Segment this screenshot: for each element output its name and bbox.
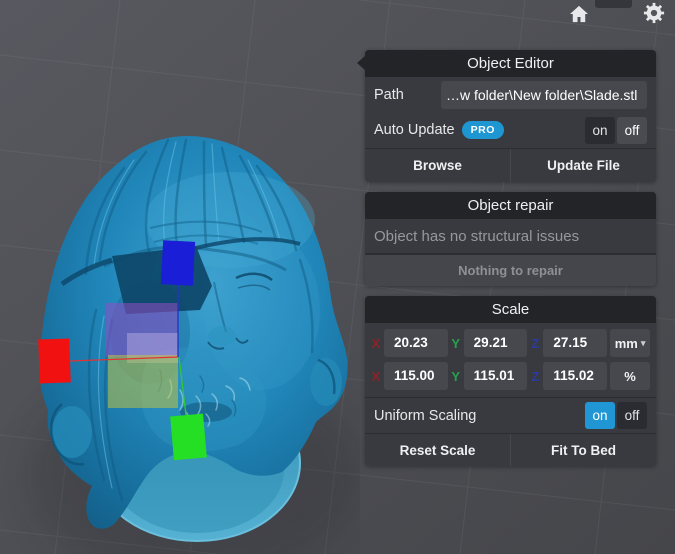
scale-y-mm-input[interactable]: 29.21 (463, 329, 528, 357)
scale-x-mm-input[interactable]: 20.23 (384, 329, 448, 357)
repair-divider (365, 253, 656, 255)
axis-y-label: Y (451, 368, 460, 384)
path-input[interactable]: …w folder\New folder\Slade.stl (441, 80, 647, 109)
pro-badge: PRO (461, 121, 504, 139)
scale-y-percent-input[interactable]: 115.01 (463, 362, 528, 390)
scale-z-percent-input[interactable]: 115.02 (543, 362, 608, 390)
settings-button[interactable] (640, 1, 668, 25)
axis-line-y (178, 356, 187, 416)
scale-x-percent-input[interactable]: 115.00 (384, 362, 448, 390)
uniform-on-button[interactable]: on (585, 402, 615, 429)
axis-y-label: Y (451, 335, 460, 351)
scale-handle-x-axis[interactable] (38, 338, 71, 384)
nothing-to-repair-button[interactable]: Nothing to repair (365, 255, 656, 286)
home-view-button[interactable] (565, 2, 593, 26)
scale-panel: Scale X 20.23 Y 29.21 Z 27.15 mm ▾ X 115… (365, 296, 656, 466)
unit-percent-button[interactable]: % (610, 362, 651, 390)
auto-update-on-button[interactable]: on (585, 116, 615, 144)
scale-handle-y-axis[interactable] (170, 413, 207, 461)
update-file-button[interactable]: Update File (510, 149, 656, 182)
axis-line-x (69, 356, 179, 362)
axis-z-label: Z (531, 335, 540, 351)
scale-plane-handle-upper[interactable] (106, 303, 178, 357)
browse-button[interactable]: Browse (413, 158, 462, 173)
top-panel-notch (595, 0, 632, 8)
object-repair-header[interactable]: Object repair (365, 192, 656, 219)
scale-header[interactable]: Scale (365, 296, 656, 323)
reset-scale-button[interactable]: Reset Scale (399, 442, 476, 458)
repair-status-text: Object has no structural issues (374, 227, 580, 245)
model-slade-head[interactable] (39, 136, 348, 529)
collapse-panel-arrow-icon[interactable] (357, 56, 365, 70)
axis-z-label: Z (531, 368, 540, 384)
object-repair-title: Object repair (467, 197, 554, 214)
object-editor-header[interactable]: Object Editor (357, 50, 656, 77)
unit-mm-dropdown[interactable]: mm ▾ (610, 329, 651, 357)
unit-percent-label: % (624, 368, 636, 384)
scale-z-mm-input[interactable]: 27.15 (543, 329, 608, 357)
uniform-scaling-label: Uniform Scaling (374, 407, 477, 424)
auto-update-label: Auto Update (374, 122, 455, 138)
path-label: Path (374, 86, 404, 103)
axis-x-label: X (371, 335, 381, 351)
fit-to-bed-button[interactable]: Fit To Bed (510, 434, 656, 466)
scale-plane-handle-lower[interactable] (108, 355, 178, 408)
chevron-down-icon: ▾ (640, 337, 646, 348)
auto-update-off-button[interactable]: off (617, 116, 647, 144)
object-repair-panel: Object repair Object has no structural i… (365, 192, 656, 286)
object-editor-panel: Object Editor Path …w folder\New folder\… (357, 50, 656, 182)
unit-mm-label: mm (614, 335, 638, 351)
scale-handle-z-axis[interactable] (160, 240, 196, 286)
scale-title: Scale (491, 301, 530, 318)
object-editor-title: Object Editor (467, 55, 554, 72)
viewport-3d-scene[interactable] (0, 60, 360, 554)
home-icon (570, 5, 588, 23)
axis-x-label: X (371, 368, 381, 384)
uniform-off-button[interactable]: off (617, 402, 647, 429)
gear-icon (643, 2, 665, 24)
